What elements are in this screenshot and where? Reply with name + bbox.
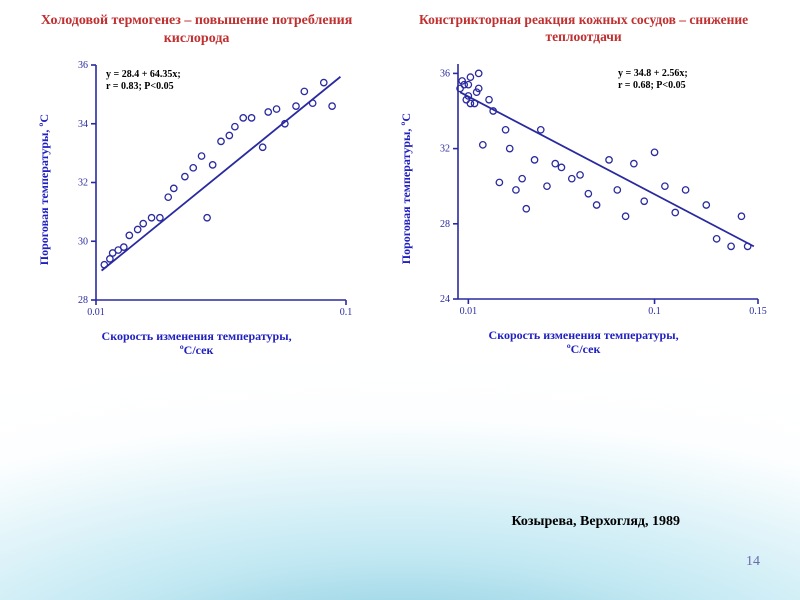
slide-content: Холодовой термогенез – повышение потребл…: [0, 0, 800, 600]
svg-text:r = 0.83; P<0.05: r = 0.83; P<0.05: [106, 81, 174, 92]
svg-text:24: 24: [440, 294, 450, 305]
svg-text:y = 34.8 + 2.56x;: y = 34.8 + 2.56x;: [618, 68, 688, 79]
svg-text:r = 0.68; P<0.05: r = 0.68; P<0.05: [618, 80, 686, 91]
left-ylabel: Пороговая температуры, ºС: [37, 114, 52, 265]
right-chart-block: Констрикторная реакция кожных сосудов – …: [385, 12, 782, 357]
svg-text:0.1: 0.1: [340, 307, 353, 318]
left-chart-block: Холодовой термогенез – повышение потребл…: [18, 12, 375, 358]
svg-text:28: 28: [440, 219, 450, 230]
svg-text:y = 28.4 + 64.35x;: y = 28.4 + 64.35x;: [106, 69, 181, 80]
right-plot-wrap: Пороговая температуры, ºС 24 28 32 36 0.01 0.…: [399, 54, 768, 324]
right-ylabel: Пороговая температуры, ºС: [399, 113, 414, 264]
svg-text:36: 36: [78, 60, 88, 71]
left-plot-wrap: Пороговая температуры, ºС 28 30 32 34 36 0.01…: [37, 55, 356, 325]
svg-text:36: 36: [440, 68, 450, 79]
charts-row: Холодовой термогенез – повышение потребл…: [18, 12, 782, 358]
svg-text:0.01: 0.01: [87, 307, 105, 318]
right-xlabel: Скорость изменения температуры, ºС/сек: [489, 328, 679, 357]
svg-text:0.1: 0.1: [648, 306, 661, 317]
right-xlabel-line1: Скорость изменения температуры,: [489, 328, 679, 342]
svg-text:34: 34: [78, 119, 88, 130]
left-xlabel: Скорость изменения температуры, ºС/сек: [102, 329, 292, 358]
svg-text:32: 32: [78, 178, 88, 189]
left-chart-svg: 28 30 32 34 36 0.01 0.1 y = 28.4 + 64.35x;r = 0…: [56, 55, 356, 325]
page-number: 14: [746, 554, 760, 570]
left-xlabel-line1: Скорость изменения температуры,: [102, 329, 292, 343]
svg-text:30: 30: [78, 236, 88, 247]
left-xlabel-line2: ºС/сек: [180, 343, 214, 357]
svg-text:0.01: 0.01: [460, 306, 478, 317]
right-xlabel-line2: ºС/сек: [567, 342, 601, 356]
right-chart-title: Констрикторная реакция кожных сосудов – …: [385, 12, 782, 46]
right-chart-svg: 24 28 32 36 0.01 0.1 0.15 y = 34.8 + 2.56x;r = …: [418, 54, 768, 324]
citation-text: Козырева, Верхогляд, 1989: [511, 514, 680, 530]
left-chart-title: Холодовой термогенез – повышение потребл…: [18, 12, 375, 47]
svg-text:0.15: 0.15: [749, 306, 767, 317]
svg-text:28: 28: [78, 295, 88, 306]
svg-text:32: 32: [440, 143, 450, 154]
